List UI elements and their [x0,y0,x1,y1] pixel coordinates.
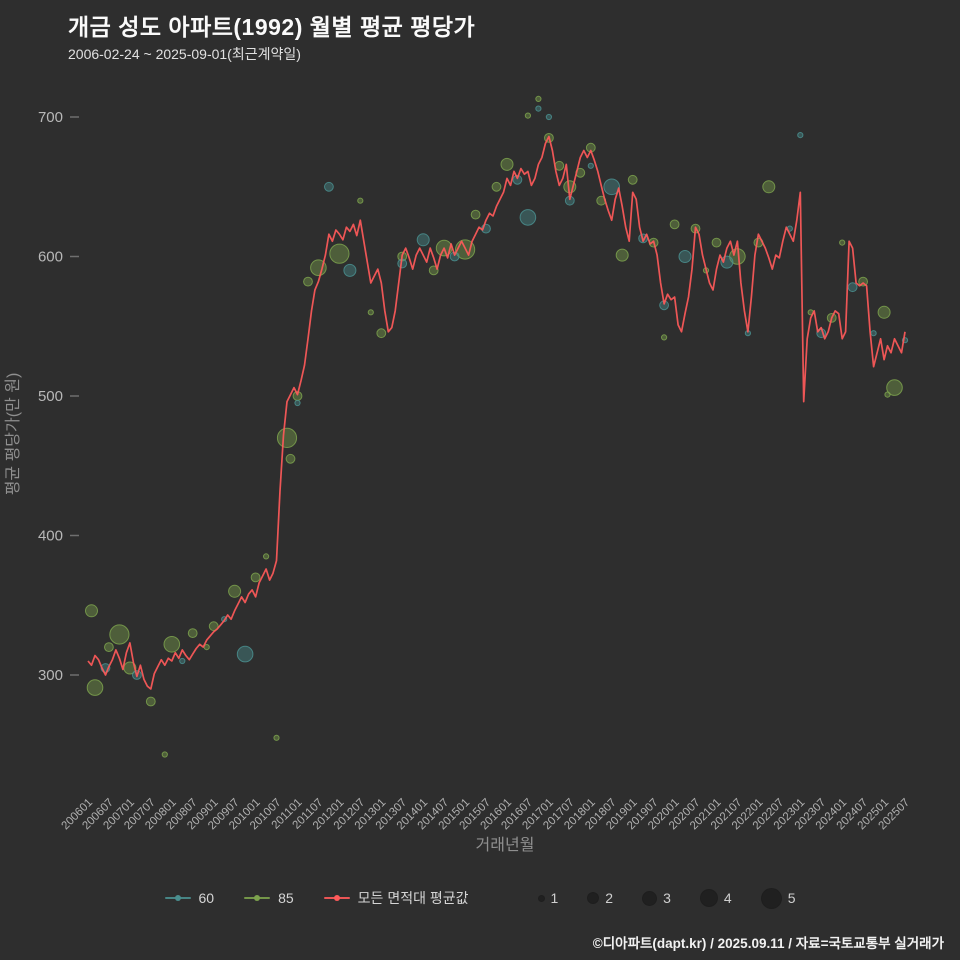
x-axis-label: 거래년월 [476,836,535,854]
scatter-point-60[interactable] [324,181,334,192]
legend-item-60[interactable]: 60 [164,890,215,906]
scatter-point-85[interactable] [762,180,776,194]
size-dot-5-icon [761,888,781,908]
scatter-point-85[interactable] [329,243,350,264]
scatter-point-85[interactable] [877,305,891,319]
y-tick-label: 300 [38,667,63,684]
legend-label-average: 모든 면적대 평균값 [357,890,469,906]
scatter-point-85[interactable] [187,628,198,638]
scatter-point-85[interactable] [367,309,374,316]
size-legend-1: 1 [538,890,559,906]
scatter-point-60[interactable] [294,399,301,407]
scatter-point-60[interactable] [847,282,858,293]
legend-item-85[interactable]: 85 [244,890,294,906]
scatter-point-85[interactable] [839,239,846,246]
size-legend-2: 2 [588,890,613,906]
size-label-3: 3 [663,890,671,906]
chart-subtitle: 2006-02-24 ~ 2025-09-01(최근계약일) [68,46,301,62]
size-legend-5: 5 [761,888,796,908]
scatter-point-85[interactable] [276,427,298,448]
scatter-point-85[interactable] [285,453,296,464]
scatter-point-85[interactable] [109,624,130,645]
scatter-point-60[interactable] [797,132,804,139]
scatter-point-85[interactable] [500,157,514,171]
scatter-point-60[interactable] [343,263,357,277]
chart-plot-area: 300 400 500 600 700 200601 200607 200701 200707 2… [0,66,960,866]
scatter-point-85[interactable] [310,259,327,276]
scatter-point-85[interactable] [470,209,481,220]
chart-svg: 3004005006007002006012006072007012007072… [4,95,912,854]
scatter-point-85[interactable] [711,237,722,248]
size-label-1: 1 [550,890,559,906]
legend-label-60: 60 [198,890,215,906]
size-dot-4-icon [700,890,717,906]
size-legend: 1 2 3 4 5 [538,888,796,908]
size-dot-1-icon [538,895,544,901]
scatter-point-85[interactable] [104,642,114,652]
legend-item-average[interactable]: 모든 면적대 평균값 [323,888,469,908]
scatter-point-85[interactable] [85,604,98,618]
scatter-point-85[interactable] [273,734,280,741]
legend: 60 85 모든 면적대 평균값 1 2 3 [0,888,960,908]
scatter-point-60[interactable] [416,233,430,247]
scatter-point-60[interactable] [678,250,692,263]
scatter-point-85[interactable] [228,584,242,598]
scatter-point-85[interactable] [250,572,261,583]
teal-series-marker-icon [164,893,191,903]
scatter-point-85[interactable] [669,219,680,230]
size-legend-3: 3 [643,890,671,906]
scatter-point-85[interactable] [208,621,219,632]
scatter-point-85[interactable] [161,751,168,758]
size-label-5: 5 [787,890,796,906]
legend-label-85: 85 [278,890,294,906]
size-label-4: 4 [723,890,732,906]
size-legend-4: 4 [700,890,732,906]
scatter-point-60[interactable] [236,645,254,663]
y-tick-label: 500 [38,388,63,405]
scatter-point-85[interactable] [145,696,156,707]
scatter-point-60[interactable] [545,113,553,121]
y-axis-label: 평균 평당가(만 원) [4,373,22,496]
red-line-marker-icon [323,893,350,903]
scatter-point-60[interactable] [512,174,523,185]
scatter-point-60[interactable] [519,209,537,226]
scatter-point-60[interactable] [535,105,542,112]
scatter-point-85[interactable] [524,112,532,119]
y-tick-label: 600 [38,249,63,266]
scatter-point-85[interactable] [886,379,903,396]
scatter-point-85[interactable] [428,265,439,276]
green-series-marker-icon [244,893,271,903]
scatter-point-85[interactable] [263,553,270,560]
scatter-point-60[interactable] [603,178,621,196]
scatter-point-60[interactable] [870,330,877,337]
chart-title: 개금 성도 아파트(1992) 월별 평균 평당가 [68,14,476,40]
y-tick-label: 400 [38,528,63,545]
scatter-point-85[interactable] [376,328,387,339]
y-tick-label: 700 [38,109,63,126]
size-dot-2-icon [588,893,599,903]
scatter-point-60[interactable] [587,162,594,169]
size-dot-3-icon [643,891,657,905]
size-label-2: 2 [605,890,614,906]
series-legend: 60 85 모든 면적대 평균값 [164,888,469,908]
footer-credit: ©디아파트(dapt.kr) / 2025.09.11 / 자료=국토교통부 실… [592,936,944,951]
scatter-point-85[interactable] [615,248,629,262]
scatter-point-85[interactable] [163,636,181,653]
scatter-point-85[interactable] [627,174,638,185]
scatter-point-60[interactable] [179,657,186,665]
scatter-point-85[interactable] [303,276,313,287]
scatter-point-60[interactable] [449,251,460,262]
scatter-point-85[interactable] [535,95,542,103]
scatter-point-85[interactable] [661,334,668,341]
scatter-point-85[interactable] [491,181,502,192]
average-line[interactable] [87,135,906,690]
scatter-point-85[interactable] [357,197,364,204]
scatter-point-85[interactable] [86,679,104,696]
